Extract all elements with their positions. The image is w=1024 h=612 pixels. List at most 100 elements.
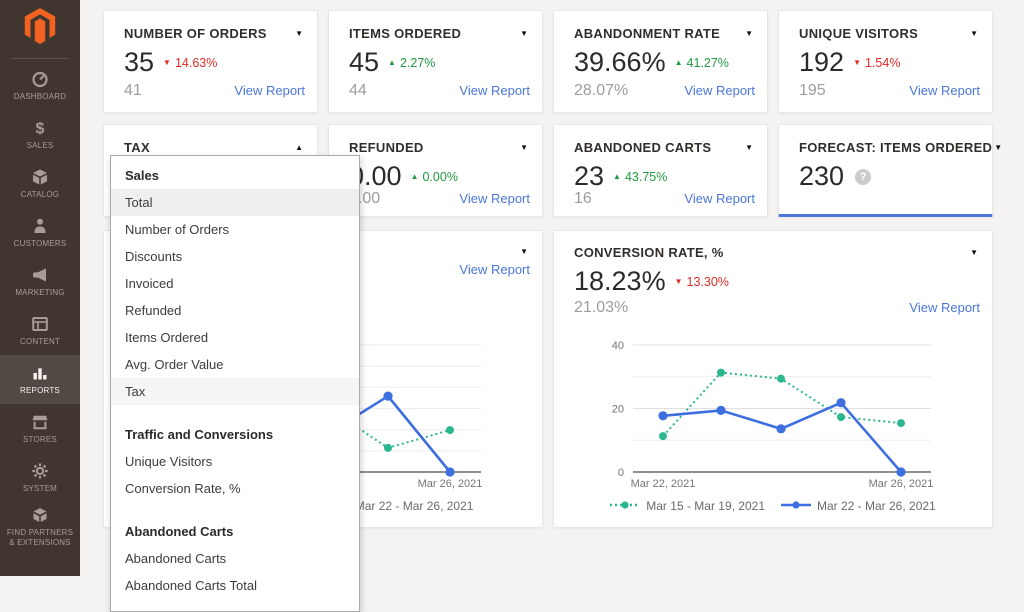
svg-text:40: 40 [612, 340, 624, 352]
dropdown-item-refunded[interactable]: Refunded [125, 303, 182, 318]
card-delta-percent: 43.75% [624, 169, 668, 184]
card-header: TAX ▲ [124, 140, 305, 155]
chevron-down-icon[interactable]: ▼ [520, 247, 528, 256]
card-value: 35 [124, 47, 155, 77]
dropdown-item-tax[interactable]: Tax [111, 378, 359, 405]
chevron-down-icon[interactable]: ▼ [520, 143, 528, 152]
chevron-down-icon[interactable]: ▼ [745, 143, 753, 152]
sidebar-item-dashboard[interactable]: DASHBOARD [0, 61, 80, 110]
card-footer: 44 View Report [349, 82, 530, 100]
chevron-down-icon[interactable]: ▼ [994, 143, 1003, 152]
card-title: FORECAST: ITEMS ORDERED [799, 140, 993, 155]
dropdown-section-header: Traffic and Conversions [125, 427, 274, 442]
sidebar-item-stores[interactable]: STORES [0, 404, 80, 453]
triangle-down-icon: ▼ [674, 276, 683, 286]
sidebar-item-find-partners-extensions[interactable]: FIND PARTNERS & EXTENSIONS [0, 502, 80, 551]
chevron-down-icon[interactable]: ▼ [295, 29, 303, 38]
card-previous-value: 41 [124, 82, 142, 99]
sidebar-item-label: CUSTOMERS [13, 239, 67, 248]
sidebar-item-reports[interactable]: REPORTS [0, 355, 80, 404]
chevron-down-icon[interactable]: ▼ [745, 29, 753, 38]
legend-item: Mar 22 - Mar 26, 2021 [781, 497, 936, 515]
chevron-up-icon[interactable]: ▲ [295, 143, 303, 152]
sidebar-item-label: CATALOG [20, 190, 60, 199]
card-value: 192 [799, 47, 845, 77]
sidebar-item-label: SALES [26, 141, 54, 150]
chart-delta-percent: 13.30% [686, 274, 729, 289]
card-delta: ▲ 2.27% [388, 56, 435, 70]
dropdown-item-total[interactable]: Total [111, 189, 359, 216]
card-previous-value: 28.07% [574, 82, 629, 99]
view-report-link[interactable]: View Report [459, 83, 530, 98]
card-title: ABANDONED CARTS [574, 140, 712, 155]
layout-icon [31, 314, 49, 333]
legend-label: Mar 15 - Mar 19, 2021 [646, 499, 765, 513]
sidebar-item-catalog[interactable]: CATALOG [0, 159, 80, 208]
card-delta: ▼ 1.54% [853, 56, 900, 70]
card-value-row: 35 ▼ 14.63% [124, 49, 305, 76]
card-header: ABANDONMENT RATE ▼ [574, 26, 755, 41]
chevron-down-icon[interactable]: ▼ [970, 248, 978, 257]
legend-label: Mar 22 - Mar 26, 2021 [354, 499, 474, 513]
dropdown-item-abandoned-carts[interactable]: Abandoned Carts [125, 551, 227, 566]
sidebar-item-label: DASHBOARD [13, 92, 67, 101]
card-title: NUMBER OF ORDERS [124, 26, 267, 41]
box-icon [31, 167, 49, 186]
card-delta-percent: 1.54% [864, 55, 901, 70]
dropdown-section-header: Sales [125, 168, 159, 183]
view-report-link[interactable]: View Report [909, 300, 980, 315]
dropdown-section: Sales Total Number of Orders Discounts Invoi… [111, 162, 359, 405]
card-delta: ▲ 0.00% [411, 170, 458, 184]
view-report-link[interactable]: View Report [684, 191, 755, 206]
view-report-link[interactable]: View Report [684, 83, 755, 98]
card-footer: 41 View Report [124, 82, 305, 100]
svg-text:0: 0 [618, 467, 624, 479]
dropdown-item-avg-order-value[interactable]: Avg. Order Value [125, 357, 224, 372]
metric-card-items-ordered: ITEMS ORDERED ▼ 45 ▲ 2.27% 44 View Report [328, 10, 543, 113]
dropdown-item-invoiced[interactable]: Invoiced [125, 276, 174, 291]
chevron-down-icon[interactable]: ▼ [520, 29, 528, 38]
chart-header-row: CONVERSION RATE, % ▼ [574, 245, 980, 260]
legend-dotted-line-icon [610, 497, 641, 515]
card-value: 230 [799, 161, 845, 191]
chevron-down-icon[interactable]: ▼ [970, 29, 978, 38]
bar-chart-icon [31, 363, 49, 382]
card-header: FORECAST: ITEMS ORDERED ▼ [799, 140, 1002, 155]
card-previous-value: 44 [349, 82, 367, 99]
sidebar-item-customers[interactable]: CUSTOMERS [0, 208, 80, 257]
magento-logo[interactable] [0, 0, 80, 56]
magento-logo [23, 7, 57, 50]
card-value-row: 192 ▼ 1.54% [799, 49, 980, 76]
card-delta-percent: 2.27% [399, 55, 436, 70]
card-value: 39.66% [574, 47, 666, 77]
legend-label: Mar 22 - Mar 26, 2021 [817, 499, 936, 513]
sidebar-item-system[interactable]: SYSTEM [0, 453, 80, 502]
chart-title: CONVERSION RATE, % [574, 245, 724, 260]
metric-card-refunded: REFUNDED ▼ 0.00 ▲ 0.00% 0.00 View Report [328, 124, 543, 217]
dropdown-item-unique-visitors[interactable]: Unique Visitors [125, 454, 213, 469]
svg-text:20: 20 [612, 404, 624, 416]
card-header: ABANDONED CARTS ▼ [574, 140, 755, 155]
chart-value-row: 18.23% ▼ 13.30% [574, 268, 980, 295]
dropdown-item-abandoned-carts-total[interactable]: Abandoned Carts Total [125, 578, 258, 593]
view-report-link[interactable]: View Report [459, 262, 530, 277]
card-delta-percent: 41.27% [686, 55, 729, 70]
package-icon [31, 505, 49, 524]
dropdown-item-conversion-rate[interactable]: Conversion Rate, % [125, 481, 241, 496]
sidebar-item-content[interactable]: CONTENT [0, 306, 80, 355]
svg-text:$: $ [36, 120, 45, 137]
view-report-link[interactable]: View Report [234, 83, 305, 98]
dropdown-section-header: Abandoned Carts [125, 524, 234, 539]
view-report-link[interactable]: View Report [909, 83, 980, 98]
help-icon[interactable]: ? [855, 168, 872, 185]
dropdown-item-discounts[interactable]: Discounts [125, 249, 183, 264]
dropdown-item-number-of-orders[interactable]: Number of Orders [125, 222, 230, 237]
sidebar-item-marketing[interactable]: MARKETING [0, 257, 80, 306]
card-title: REFUNDED [349, 140, 424, 155]
triangle-down-icon: ▼ [163, 57, 171, 67]
dropdown-item-items-ordered[interactable]: Items Ordered [125, 330, 209, 345]
sidebar-item-sales[interactable]: $ SALES [0, 110, 80, 159]
gear-icon [31, 461, 49, 480]
card-title: TAX [124, 140, 150, 155]
view-report-link[interactable]: View Report [459, 191, 530, 206]
